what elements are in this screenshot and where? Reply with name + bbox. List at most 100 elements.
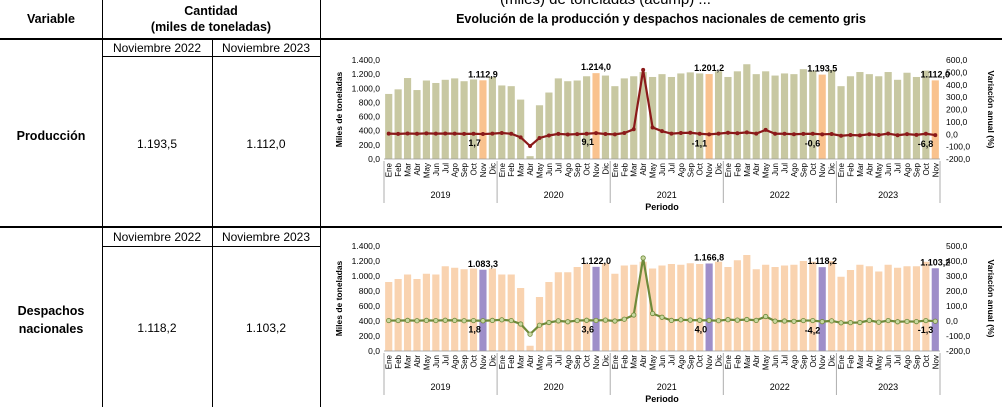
pct-marker [641,67,646,72]
bar-value-label: 1.214,0 [581,62,611,72]
month-label: Jun [658,355,667,368]
bar [780,265,789,351]
bar [488,76,496,159]
bar [592,73,600,159]
bar [771,267,779,351]
header-chart-title: Evolución de la producción y despachos n… [456,12,866,26]
y2-tick-label: 300,0 [946,271,968,281]
bar [526,345,534,351]
pct-marker [763,313,769,320]
pct-marker [904,318,910,325]
month-label: Feb [507,162,516,176]
month-label: Feb [620,354,629,368]
pct-marker [537,135,542,140]
bar [422,80,430,159]
pct-marker [527,331,533,337]
month-label: Ene [498,354,507,369]
bar [818,74,826,159]
pct-marker [480,318,486,324]
bar [403,274,412,351]
col-divider [320,0,321,407]
bar-value-label: 1.112,0 [921,69,951,79]
month-label: Abr [639,355,648,368]
bar [696,73,704,159]
month-label: Ene [611,354,620,369]
bar [884,264,892,351]
row-divider [0,226,1002,228]
pct-marker [847,320,854,326]
month-label: Ene [837,162,846,177]
bar [875,271,883,351]
pct-marker [518,135,523,140]
pct-marker [753,317,759,324]
y-tick-label: 1.000,0 [352,83,381,93]
pct-marker [829,318,835,324]
row2-value1: 1.118,2 [137,321,177,335]
production-chart: 0,0 200,0 400,0 600,0 800,0 1.000,0 1.200,0 1.4… [334,55,996,212]
y2-tick-label: 500,0 [946,67,968,77]
month-label: Feb [846,354,855,368]
pct-marker [574,317,580,324]
pct-marker [546,319,552,326]
bar [667,76,676,159]
month-label: Jun [545,355,554,368]
month-label: Abr [413,355,422,368]
bar [403,78,412,159]
pct-marker [528,144,533,149]
month-label: Sep [912,162,921,177]
cut-off-title: (miles) de toneladas (acump) ... [500,0,711,8]
pct-marker [706,317,712,324]
month-label: Sep [460,354,469,369]
pct-marker [725,317,731,323]
pct-value-label: 3,6 [582,324,595,334]
bar [469,79,478,159]
bar [714,261,723,351]
bar [441,79,449,159]
bar [573,267,581,351]
y2-tick-label: -100,0 [946,142,970,152]
bar [846,76,855,159]
year-label: 2022 [770,382,790,392]
bar [564,81,572,159]
month-label: Dic [828,355,837,367]
y2-tick-label: 100,0 [946,117,968,127]
bar [705,74,713,159]
year-label: 2020 [544,382,564,392]
month-label: Jul [894,163,903,173]
bar-value-label: 1.112,9 [468,69,498,79]
y2-tick-label: 400,0 [946,256,968,266]
bar-value-label: 1.193,5 [807,64,837,74]
month-label: Mar [517,163,526,177]
bar [583,76,591,159]
month-label: May [762,355,771,370]
pct-marker [744,130,749,135]
pct-marker [594,131,599,136]
pct-marker [396,131,401,136]
pct-marker [905,132,910,137]
pct-value-label: 4,0 [695,324,708,334]
pct-marker [395,317,401,324]
bar [884,72,892,159]
y-tick-label: 1.400,0 [352,55,381,65]
bar [432,274,440,351]
month-label: Ene [498,162,507,177]
month-label: Ago [451,162,460,177]
bar [385,282,393,351]
year-label: 2023 [878,382,898,392]
year-label: 2023 [878,190,898,200]
month-label: Feb [394,162,403,176]
month-label: Jul [441,355,450,365]
pct-marker [612,318,618,324]
pct-marker [650,125,655,130]
y2-tick-label: 0,0 [946,316,958,326]
bar [865,74,873,159]
pct-marker [621,316,627,322]
pct-value-label: -1,3 [918,325,934,335]
month-label: Mar [630,163,639,177]
pct-marker [932,318,938,324]
pct-marker [913,319,920,325]
month-label: Dic [601,163,610,175]
bar [846,270,855,351]
pct-marker [649,310,656,317]
y2-tick-label: -200,0 [946,346,970,356]
